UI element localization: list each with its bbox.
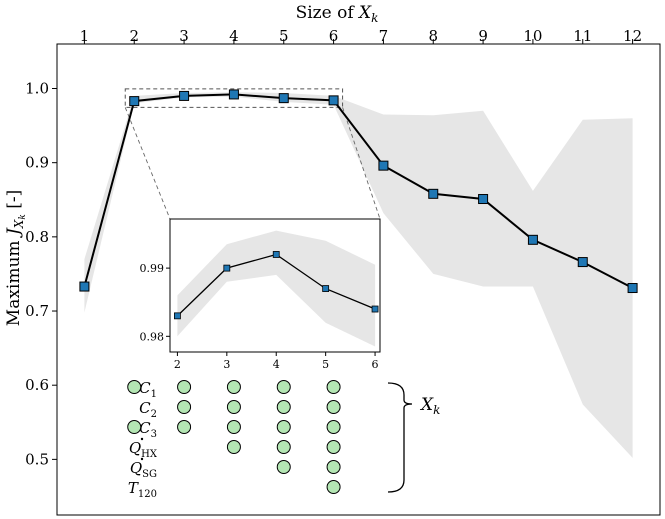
inset-point-2 [174,312,181,320]
matrix-dot [276,400,291,414]
matrix-dot [326,420,341,434]
matrix-row-label: QHX [129,439,158,460]
x-tick-label: 12 [623,27,642,45]
matrix-row-label: T120 [128,479,157,500]
inset-y-tick-label: 0.98 [140,330,165,343]
x-tick-label: 11 [573,27,592,45]
inset-x-tick-label: 4 [273,358,280,371]
matrix-dot [326,400,341,414]
data-point-2 [129,96,140,107]
y-tick-label: 0.8 [25,228,49,246]
data-point-3 [179,90,190,101]
matrix-dot [326,440,341,454]
y-tick-label: 1.0 [25,80,49,98]
x-axis-title: Size of Xk [296,3,379,25]
x-axis-ticks: 1 2 3 4 5 6 7 8 9 10 11 12 [80,27,643,45]
data-point-10 [527,234,538,245]
inset-band [177,230,376,347]
matrix-dot [276,380,291,394]
brace [387,382,413,493]
data-point-6 [328,95,339,106]
y-axis-ticks: 0.5 0.6 0.7 0.8 0.9 1.0 [25,80,57,468]
inset-frame [169,218,381,353]
series-line [83,93,634,289]
data-point-11 [577,257,588,268]
matrix-dot [276,460,291,474]
matrix-dot [326,380,341,394]
data-point-5 [278,93,289,104]
plot-frame [56,43,661,516]
series-markers [79,89,638,294]
matrix-dot [276,420,291,434]
zoom-guides [124,88,381,220]
inset-markers [174,251,379,320]
matrix-dot [226,400,241,414]
inset-x-tick-label: 6 [372,358,379,371]
inset-band-area [177,230,376,347]
inset-x-ticks: 2 3 4 5 6 [174,352,379,371]
y-tick-label: 0.5 [25,450,49,468]
matrix-row-label: C3 [139,419,157,440]
series-polyline [83,93,634,289]
matrix-dot [127,380,142,394]
y-tick-label: 0.9 [25,154,49,172]
matrix-dot [177,420,192,434]
x-tick-label: 10 [523,27,542,45]
matrix-dot [127,420,142,434]
inset-y-ticks: 0.98 0.99 [140,262,170,343]
x-tick-label: 5 [279,27,289,45]
y-tick-label: 0.6 [25,376,49,394]
zoom-rectangle [124,88,344,108]
inset-chart: 2 3 4 5 6 0.98 0.99 [140,218,381,371]
brace-label: Xk [419,395,440,417]
data-point-12 [627,283,638,294]
x-tick-label: 4 [229,27,239,45]
data-point-8 [428,188,439,199]
matrix-row-label: C1 [139,379,157,400]
matrix-dot [326,460,341,474]
zoom-guide-left [124,107,171,220]
inset-y-tick-label: 0.99 [140,262,165,275]
data-point-9 [478,194,489,205]
zoom-guide-right [342,107,381,220]
data-point-1 [79,281,90,292]
uncertainty-band [84,92,633,458]
matrix-row-label: QSG [130,459,157,480]
dot-accent [140,457,144,461]
x-tick-label: 7 [379,27,389,45]
y-tick-label: 0.7 [25,302,49,320]
matrix-dot [326,480,341,494]
matrix-row-label: C2 [139,399,157,420]
inset-point-6 [371,305,379,313]
x-tick-label: 9 [478,27,488,45]
x-tick-label: 3 [179,27,189,45]
inset-point-5 [322,285,330,292]
matrix-dot [226,440,241,454]
x-tick-label: 2 [129,27,139,45]
inset-x-tick-label: 2 [174,358,181,371]
inset-x-tick-label: 5 [322,358,329,371]
inset-point-3 [223,264,231,272]
data-point-4 [228,89,239,100]
data-point-7 [378,160,389,171]
matrix-dot [276,440,291,454]
inset-x-tick-label: 3 [223,358,230,371]
band-area [84,92,633,458]
matrix-dot [226,380,241,394]
x-tick-label: 6 [329,27,339,45]
x-tick-label: 8 [428,27,438,45]
matrix-dot [226,420,241,434]
matrix-dot [177,400,192,414]
dot-accent [140,437,144,441]
matrix-dot [177,380,192,394]
x-tick-label: 1 [80,27,90,45]
inset-point-4 [272,251,280,258]
